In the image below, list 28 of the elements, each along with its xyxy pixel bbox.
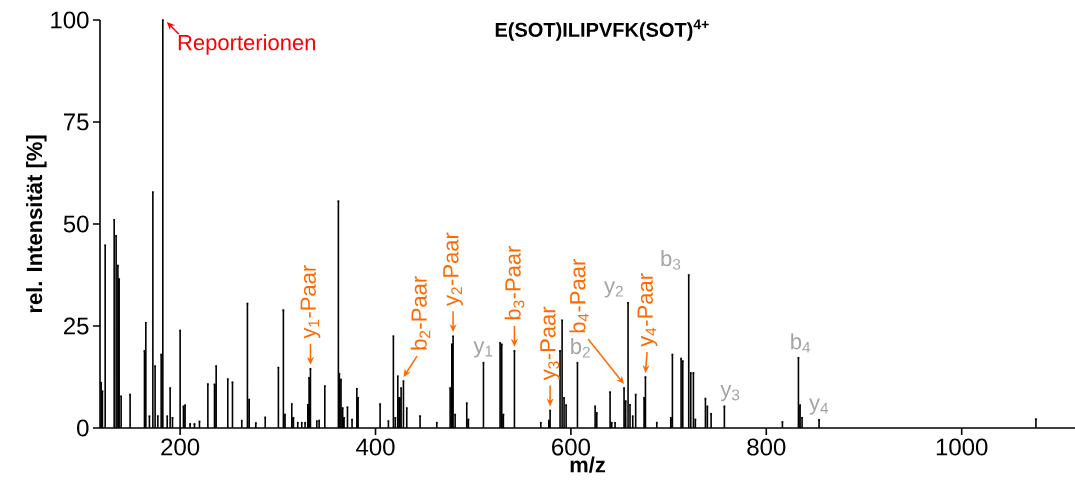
x-tick-label: 400	[356, 438, 395, 456]
x-tick-label: 600	[552, 438, 590, 456]
x-tick-label: 800	[747, 438, 786, 456]
annotation: y$_{3}$-Paar	[540, 306, 560, 381]
y-tick-label: 100	[51, 11, 89, 29]
annotation: y$_{2}$	[604, 281, 623, 298]
annotation: b$_{3}$	[661, 250, 681, 270]
y-axis-title: rel. Intensität [%]	[26, 135, 47, 313]
annotation: y$_{4}$-Paar	[637, 273, 658, 347]
annotation: y$_{4}$	[809, 398, 829, 415]
annotation: Reporterionen	[178, 34, 315, 55]
chart-title: E(SOT)ILIPVFK(SOT)$^{4+}$	[495, 19, 709, 41]
annotation: b$_{4}$	[791, 333, 811, 353]
annotation: y$_{3}$	[720, 384, 740, 402]
annotation: b$_{4}$-Paar	[569, 259, 589, 333]
x-tick-label: 200	[161, 438, 200, 456]
y-tick-label: 50	[63, 215, 89, 233]
annotation: y$_{1}$-Paar	[300, 265, 321, 339]
y-tick-label: 0	[77, 419, 89, 437]
y-tick-label: 75	[64, 113, 89, 131]
annotation: b$_{2}$	[571, 337, 590, 358]
annotation: b$_{3}$-Paar	[504, 245, 525, 320]
annotation: y$_{1}$	[473, 341, 493, 358]
x-tick-label: 1000	[936, 438, 988, 456]
annotation: y$_{2}$-Paar	[443, 232, 463, 306]
x-axis-title: m/z	[570, 456, 606, 473]
annotation: b$_{2}$-Paar	[410, 276, 431, 350]
y-tick-label: 25	[63, 317, 89, 335]
